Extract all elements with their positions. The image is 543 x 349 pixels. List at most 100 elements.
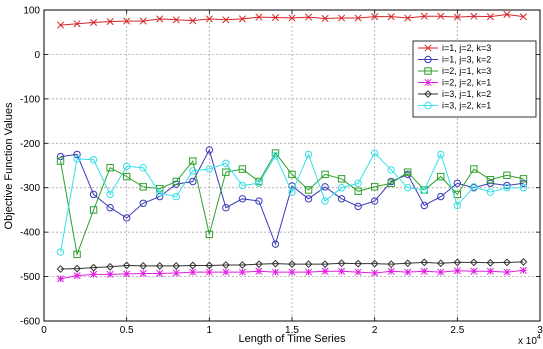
data-point xyxy=(337,259,346,268)
data-point xyxy=(139,199,147,207)
y-tick-label: -100 xyxy=(20,94,40,105)
data-point xyxy=(106,17,114,26)
data-point xyxy=(73,20,81,28)
data-point xyxy=(337,184,346,192)
y-axis-label: Objective Function Values xyxy=(3,102,15,229)
data-point xyxy=(139,164,147,172)
data-point xyxy=(205,146,214,154)
data-point xyxy=(371,13,379,21)
data-point xyxy=(470,267,478,275)
data-point xyxy=(420,201,428,210)
data-point xyxy=(271,13,280,22)
data-point xyxy=(321,14,329,22)
legend-label: i=1, j=3, k=2 xyxy=(442,55,491,65)
data-point xyxy=(288,260,296,269)
data-point xyxy=(238,181,247,190)
data-point xyxy=(486,188,495,196)
x-tick-label: 2.5 xyxy=(450,325,464,336)
data-point xyxy=(89,263,98,272)
data-point xyxy=(156,189,164,197)
data-point xyxy=(222,168,230,176)
data-point xyxy=(255,260,263,269)
data-point xyxy=(404,14,412,22)
data-point xyxy=(503,10,511,18)
data-point xyxy=(420,186,428,194)
data-point xyxy=(122,162,131,171)
x-tick-label: 1 xyxy=(207,325,213,336)
data-point xyxy=(354,268,362,276)
data-point xyxy=(73,272,81,280)
data-point xyxy=(288,14,296,22)
data-point xyxy=(106,164,114,172)
data-point xyxy=(238,15,246,23)
data-point xyxy=(354,202,362,211)
x-axis-multiplier-exponent: 4 xyxy=(537,334,541,341)
data-point xyxy=(503,268,511,276)
data-point xyxy=(304,260,313,269)
data-point xyxy=(255,197,263,205)
data-point xyxy=(519,179,528,187)
data-point xyxy=(205,268,213,276)
data-point xyxy=(139,183,147,191)
data-point xyxy=(139,17,147,25)
x-tick-label: 0 xyxy=(41,325,47,336)
data-point xyxy=(437,150,445,159)
y-tick-label: -300 xyxy=(20,183,40,194)
data-point xyxy=(106,190,114,199)
data-point xyxy=(354,179,362,187)
data-point xyxy=(156,15,164,23)
data-point xyxy=(503,181,511,190)
legend-marker xyxy=(424,67,432,75)
data-point xyxy=(56,157,65,165)
data-point xyxy=(420,267,428,275)
data-point xyxy=(437,192,445,201)
legend-entry: i=3, j=1, k=2 xyxy=(418,89,491,99)
y-tick-label: -400 xyxy=(20,228,40,239)
legend-label: i=3, j=2, k=1 xyxy=(442,101,491,111)
data-point xyxy=(370,197,379,205)
data-point xyxy=(519,13,528,21)
data-point xyxy=(106,204,114,212)
x-axis-multiplier: x 104 xyxy=(518,334,541,347)
data-point xyxy=(89,206,98,214)
data-point xyxy=(56,152,65,161)
x-axis-label: Length of Time Series xyxy=(238,333,346,345)
data-point xyxy=(139,269,147,278)
data-point xyxy=(73,250,81,259)
x-tick-label: 0.5 xyxy=(120,325,134,336)
data-point xyxy=(222,268,230,276)
data-point xyxy=(56,248,65,256)
data-point xyxy=(486,13,494,21)
data-point xyxy=(205,230,214,239)
data-point xyxy=(123,17,131,25)
series-line xyxy=(60,152,524,253)
data-point xyxy=(189,157,197,165)
series-line xyxy=(60,261,524,270)
data-point xyxy=(304,186,313,194)
data-point xyxy=(519,184,528,192)
data-point xyxy=(404,184,412,192)
data-point xyxy=(503,184,511,192)
y-tick-label: -600 xyxy=(20,317,40,328)
data-point xyxy=(321,267,329,275)
data-point xyxy=(238,165,247,173)
data-point xyxy=(337,195,346,203)
data-point xyxy=(387,260,396,269)
data-point xyxy=(437,12,445,20)
data-point xyxy=(321,260,329,269)
data-point xyxy=(387,179,395,187)
data-point xyxy=(338,14,346,22)
legend-box xyxy=(412,40,537,118)
series-4 xyxy=(56,266,528,283)
data-point xyxy=(338,267,346,275)
data-point xyxy=(469,258,478,267)
data-point xyxy=(222,204,230,212)
series-2 xyxy=(56,146,528,248)
series-group xyxy=(56,10,528,283)
data-point xyxy=(354,259,363,268)
data-point xyxy=(189,17,197,25)
data-point xyxy=(172,262,181,270)
data-point xyxy=(354,187,362,195)
axis-ticks: 0 0.5 1 1.5 2 2.5 3 100 0 -100 -200 -300 -400 -500 -60… xyxy=(20,6,543,337)
